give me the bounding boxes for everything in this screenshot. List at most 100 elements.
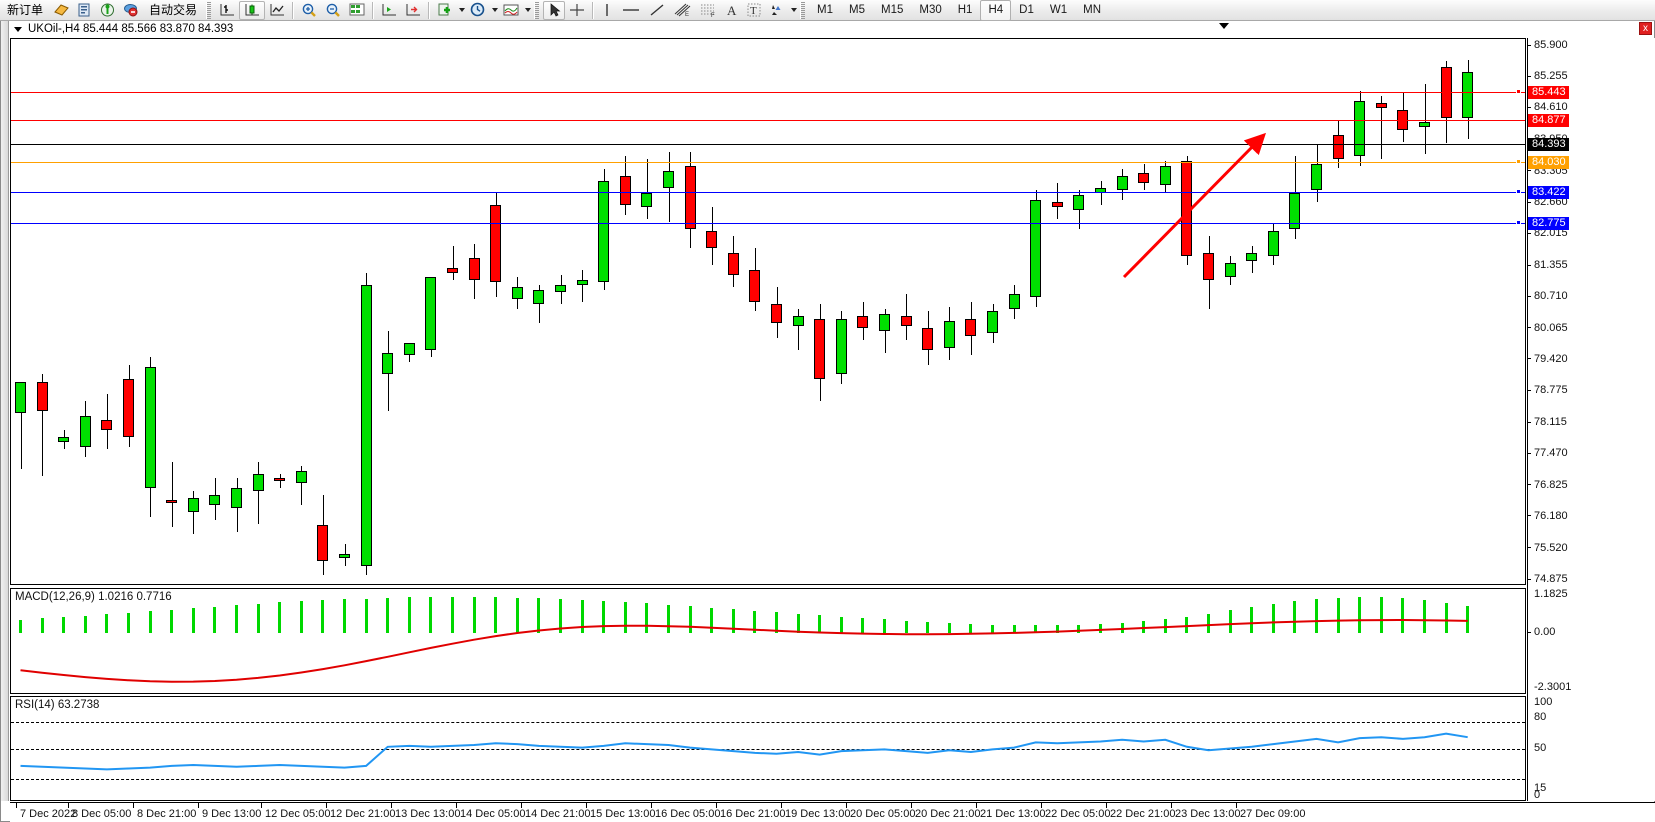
shapes-icon[interactable] (765, 1, 789, 20)
level-line-85443-anchor[interactable] (1516, 89, 1521, 94)
macd-bar (1315, 599, 1318, 633)
toolbar-grip-timeframes[interactable] (800, 1, 806, 19)
timeframe-mn[interactable]: MN (1083, 3, 1101, 16)
timeframe-m1[interactable]: M1 (817, 3, 834, 16)
chart-grid-icon[interactable] (345, 1, 369, 20)
bar-chart-icon[interactable] (215, 1, 239, 20)
macd-bar (775, 612, 778, 633)
navigator-icon[interactable] (96, 1, 119, 20)
macd-bar (148, 611, 152, 633)
level-line-82775-anchor[interactable] (1516, 220, 1521, 225)
zoom-out-icon[interactable] (321, 1, 345, 20)
auto-scroll-icon[interactable] (401, 1, 425, 20)
timeframe-d1[interactable]: D1 (1019, 3, 1034, 16)
period-icon[interactable] (466, 1, 490, 20)
macd-bar (731, 609, 735, 633)
macd-pane[interactable]: MACD(12,26,9) 1.0216 0.7716 (10, 588, 1526, 694)
time-axis[interactable]: 7 Dec 2022 8 Dec 05:00 8 Dec 21:00 9 Dec 13… (10, 802, 1655, 822)
macd-bar (1034, 625, 1038, 633)
macd-bar (1055, 625, 1059, 633)
price-tick-74-875: 74.875 (1528, 574, 1568, 585)
close-icon[interactable]: x (1639, 22, 1652, 35)
toolbar-grip-charts[interactable] (206, 1, 212, 19)
price-axis[interactable]: 85.90085.25584.61083.95083.30582.66082.0… (1527, 38, 1655, 801)
price-badge-support-2[interactable]: 82.775 (1528, 217, 1569, 230)
time-tick (976, 803, 977, 808)
price-badge-support-1[interactable]: 83.422 (1528, 186, 1569, 199)
price-tick-78-775: 78.775 (1528, 385, 1568, 396)
price-badge-resistance-1[interactable]: 85.443 (1528, 86, 1569, 99)
chart-collapse-caret-icon[interactable] (1219, 23, 1229, 29)
level-line-83422[interactable] (11, 192, 1525, 193)
time-label: 16 Dec 05:00 (655, 808, 721, 820)
level-line-84030-anchor[interactable] (1516, 159, 1521, 164)
timeframe-m30[interactable]: M30 (919, 3, 942, 16)
time-label: 14 Dec 21:00 (525, 808, 591, 820)
templates-dropdown-icon[interactable] (523, 1, 532, 20)
price-tick-85-900: 85.900 (1528, 40, 1568, 51)
level-line-84877[interactable] (11, 120, 1525, 121)
macd-bar (1185, 616, 1189, 633)
timeframe-h4[interactable]: H4 (980, 0, 1012, 21)
line-chart-icon[interactable] (265, 1, 289, 20)
vertical-line-icon[interactable] (597, 1, 617, 20)
toolbar-separator-3 (428, 1, 431, 19)
macd-bar (969, 623, 973, 633)
time-tick (911, 803, 912, 808)
price-tick-80-065: 80.065 (1528, 322, 1568, 334)
chart-shift-icon[interactable] (377, 1, 401, 20)
templates-icon[interactable] (499, 1, 523, 20)
rsi-pane[interactable]: RSI(14) 63.2738 (10, 696, 1526, 801)
shapes-dropdown-icon[interactable] (789, 1, 798, 20)
add-indicator-dropdown-icon[interactable] (457, 1, 466, 20)
period-dropdown-icon[interactable] (490, 1, 499, 20)
horizontal-line-icon[interactable] (617, 1, 645, 20)
data-window-icon[interactable] (73, 1, 96, 20)
candlestick-chart-icon[interactable] (239, 0, 266, 20)
timeframe-w1[interactable]: W1 (1049, 3, 1068, 16)
level-line-84030[interactable] (11, 162, 1525, 163)
macd-bar (515, 597, 519, 633)
timeframe-m15[interactable]: M15 (881, 3, 904, 16)
macd-bar (688, 606, 692, 633)
timeframe-h1[interactable]: H1 (957, 3, 973, 16)
timeframe-m5[interactable]: M5 (849, 3, 865, 16)
new-order-label: 新订单 (7, 2, 44, 17)
macd-bar (839, 616, 843, 633)
add-indicator-icon[interactable] (433, 1, 457, 20)
chart-vertical-scrollbar[interactable] (1, 21, 9, 801)
text-label-icon[interactable]: A (721, 1, 743, 20)
cursor-icon[interactable] (543, 0, 566, 20)
fibonacci-icon[interactable]: F (695, 1, 721, 20)
trendline-icon[interactable] (645, 1, 669, 20)
expert-advisor-icon[interactable] (50, 1, 73, 20)
price-tick-76-180: 76.180 (1528, 510, 1568, 522)
macd-bar (1401, 598, 1405, 633)
level-line-84393[interactable] (11, 144, 1525, 145)
text-icon[interactable]: T (743, 1, 765, 20)
zoom-in-icon[interactable] (297, 1, 321, 20)
rsi-label: RSI(14) 63.2738 (15, 699, 100, 711)
price-pane[interactable] (10, 38, 1526, 585)
price-badge-resistance-2[interactable]: 84.877 (1528, 114, 1569, 127)
chart-menu-caret-icon[interactable] (14, 26, 22, 32)
level-line-82775[interactable] (11, 223, 1525, 224)
macd-bar (1336, 597, 1340, 633)
equidistant-channel-icon[interactable]: E (669, 1, 695, 20)
macd-bar (1358, 596, 1362, 633)
new-order-button[interactable]: 新订单 (0, 1, 50, 20)
autotrading-icon[interactable] (119, 1, 142, 20)
svg-text:T: T (750, 5, 757, 17)
time-label: 27 Dec 09:00 (1240, 808, 1306, 820)
price-badge-pivot[interactable]: 84.030 (1528, 156, 1569, 169)
toolbar-separator (292, 1, 295, 19)
macd-bar (559, 599, 562, 633)
price-badge-last[interactable]: 84.393 (1528, 138, 1569, 151)
level-line-83422-anchor[interactable] (1516, 189, 1521, 194)
level-line-85443[interactable] (11, 92, 1525, 93)
rsi-tick-100: 100 (1534, 696, 1553, 708)
macd-bar (1293, 601, 1297, 633)
toolbar-grip-tools[interactable] (534, 1, 540, 19)
crosshair-icon[interactable] (565, 1, 589, 20)
autotrading-button[interactable]: 自动交易 (142, 1, 204, 20)
